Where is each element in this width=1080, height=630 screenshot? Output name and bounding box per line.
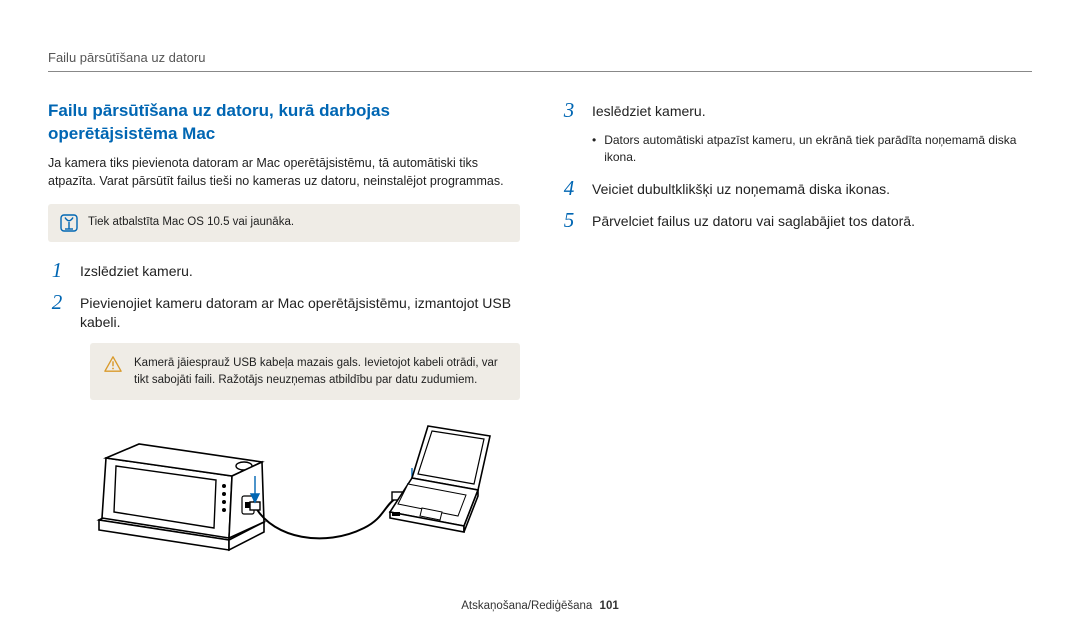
- step-1: 1 Izslēdziet kameru.: [48, 260, 520, 282]
- step-number: 2: [48, 292, 66, 313]
- bullet-text: Dators automātiski atpazīst kameru, un e…: [604, 132, 1032, 167]
- step-text: Pievienojiet kameru datoram ar Mac operē…: [80, 292, 520, 333]
- step-3-bullet: • Dators automātiski atpazīst kameru, un…: [592, 132, 1032, 167]
- step-text: Veiciet dubultklikšķi uz noņemamā diska …: [592, 178, 890, 200]
- step-number: 1: [48, 260, 66, 281]
- warning-text: Kamerā jāiesprauž USB kabeļa mazais gals…: [134, 355, 506, 388]
- page-footer: Atskaņošana/Rediģēšana 101: [0, 600, 1080, 612]
- step-number: 4: [560, 178, 578, 199]
- warning-icon: [104, 355, 122, 373]
- step-text: Izslēdziet kameru.: [80, 260, 193, 282]
- step-4: 4 Veiciet dubultklikšķi uz noņemamā disk…: [560, 178, 1032, 200]
- step-3: 3 Ieslēdziet kameru.: [560, 100, 1032, 122]
- note-text: Tiek atbalstīta Mac OS 10.5 vai jaunāka.: [88, 214, 294, 231]
- section-title: Failu pārsūtīšana uz datoru, kurā darboj…: [48, 100, 520, 146]
- content-columns: Failu pārsūtīšana uz datoru, kurā darboj…: [48, 100, 1032, 568]
- running-header: Failu pārsūtīšana uz datoru: [48, 50, 1032, 72]
- step-number: 5: [560, 210, 578, 231]
- footer-section: Atskaņošana/Rediģēšana: [461, 600, 592, 612]
- bullet-dot: •: [592, 132, 596, 167]
- camera-laptop-illustration: [48, 418, 520, 568]
- step-number: 3: [560, 100, 578, 121]
- note-box: Tiek atbalstīta Mac OS 10.5 vai jaunāka.: [48, 204, 520, 242]
- left-column: Failu pārsūtīšana uz datoru, kurā darboj…: [48, 100, 520, 568]
- step-text: Pārvelciet failus uz datoru vai saglabāj…: [592, 210, 915, 232]
- warning-box: Kamerā jāiesprauž USB kabeļa mazais gals…: [90, 343, 520, 400]
- step-text: Ieslēdziet kameru.: [592, 100, 706, 122]
- right-column: 3 Ieslēdziet kameru. • Dators automātisk…: [560, 100, 1032, 568]
- step-2: 2 Pievienojiet kameru datoram ar Mac ope…: [48, 292, 520, 333]
- step-5: 5 Pārvelciet failus uz datoru vai saglab…: [560, 210, 1032, 232]
- page-number: 101: [600, 600, 619, 612]
- intro-paragraph: Ja kamera tiks pievienota datoram ar Mac…: [48, 154, 520, 190]
- info-icon: [60, 214, 78, 232]
